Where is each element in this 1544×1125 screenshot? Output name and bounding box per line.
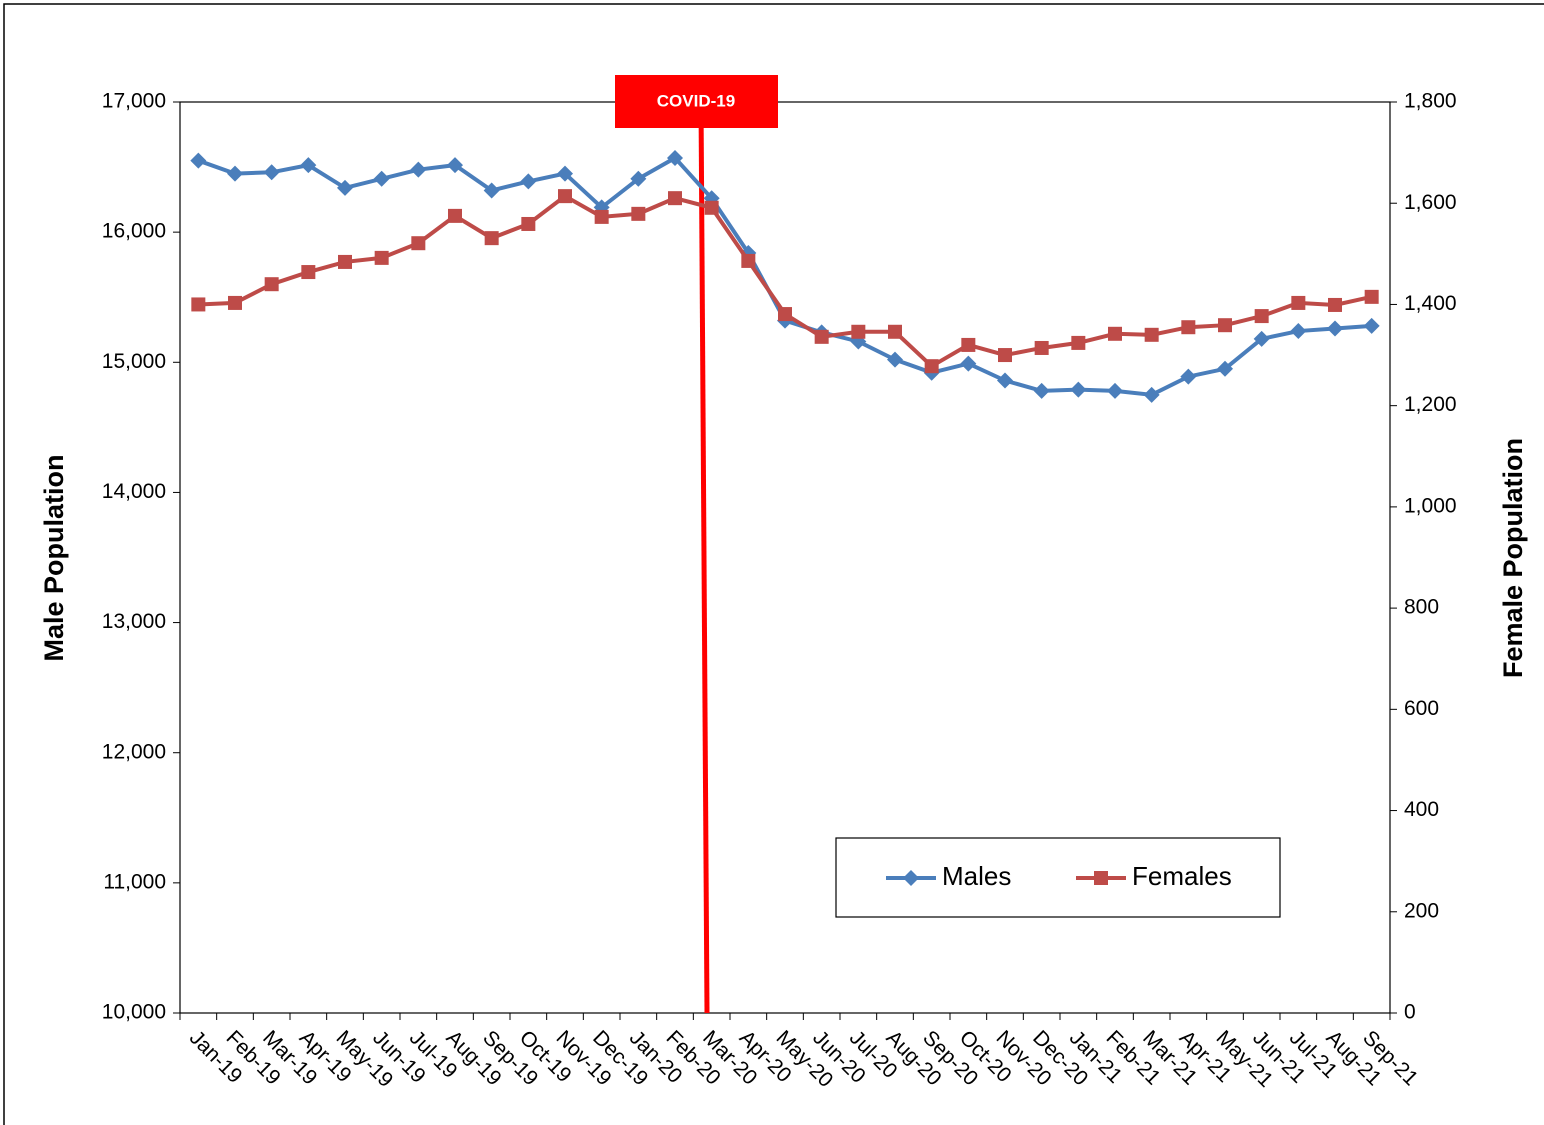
marker	[851, 324, 866, 339]
marker	[1180, 368, 1197, 385]
series-line	[198, 193, 1373, 369]
marker	[264, 277, 279, 292]
y-tick-label: 10,000	[102, 1001, 166, 1024]
marker	[263, 164, 280, 181]
y-tick-label: 17,000	[102, 90, 166, 113]
marker	[960, 355, 977, 372]
y2-tick-label: 600	[1404, 697, 1439, 720]
annotation: COVID-19	[657, 91, 735, 110]
marker	[668, 191, 682, 206]
marker	[630, 170, 647, 187]
marker	[483, 182, 500, 199]
y-axis-label: Male Population	[39, 454, 69, 661]
marker	[903, 870, 919, 886]
marker	[1290, 323, 1307, 340]
marker	[521, 216, 536, 231]
marker	[300, 157, 317, 174]
marker	[1364, 289, 1379, 304]
y2-tick-label: 1,800	[1404, 90, 1457, 113]
y-tick-label: 13,000	[102, 610, 166, 633]
marker	[814, 329, 829, 344]
marker	[1327, 320, 1343, 337]
y-tick-label: 15,000	[102, 350, 166, 373]
y-tick-label: 11,000	[103, 870, 166, 893]
marker	[1181, 320, 1196, 335]
marker	[1108, 326, 1122, 341]
marker	[1253, 330, 1270, 347]
marker	[1033, 382, 1050, 399]
marker	[557, 165, 573, 182]
marker	[740, 244, 757, 261]
marker	[1363, 317, 1380, 334]
legend-label: Females	[1132, 861, 1232, 891]
marker	[558, 189, 572, 204]
marker	[998, 348, 1012, 363]
annotation-box	[615, 75, 778, 128]
marker	[410, 161, 427, 178]
marker	[338, 254, 352, 269]
y2-axis-label: Female Population	[1498, 438, 1528, 678]
marker	[228, 295, 242, 310]
marker	[997, 372, 1013, 389]
marker	[1218, 318, 1232, 333]
marker	[374, 250, 389, 265]
y2-tick-label: 1,200	[1404, 393, 1457, 416]
y2-tick-label: 1,400	[1404, 292, 1457, 315]
marker	[227, 165, 243, 182]
marker	[888, 324, 902, 339]
marker	[1034, 340, 1049, 355]
marker	[484, 231, 499, 246]
marker	[1071, 335, 1086, 350]
y2-tick-label: 200	[1404, 899, 1439, 922]
marker	[191, 297, 206, 312]
marker	[594, 209, 609, 224]
frame	[3, 3, 1544, 1125]
plot-area	[179, 101, 1391, 1014]
y2-tick-label: 1,600	[1404, 191, 1457, 214]
y-tick-label: 16,000	[102, 220, 166, 243]
marker	[1254, 309, 1269, 324]
marker	[373, 170, 390, 187]
marker	[1143, 386, 1160, 403]
legend-label: Males	[942, 861, 1011, 891]
marker	[778, 307, 792, 322]
marker	[448, 208, 462, 223]
marker	[887, 351, 903, 368]
y2-tick-label: 0	[1404, 1001, 1416, 1024]
y2-tick-label: 1,000	[1404, 494, 1457, 517]
marker	[1217, 360, 1233, 377]
covid-line	[698, 101, 710, 1014]
marker	[411, 236, 426, 251]
marker	[961, 337, 976, 352]
marker	[704, 200, 719, 215]
marker	[1328, 297, 1342, 312]
series-line	[197, 155, 1372, 397]
marker	[1291, 295, 1306, 310]
marker	[1144, 327, 1159, 342]
y-tick-label: 12,000	[102, 740, 166, 763]
marker	[741, 253, 756, 268]
marker	[1070, 381, 1087, 398]
marker	[667, 149, 683, 166]
marker	[1094, 871, 1108, 885]
marker	[631, 206, 646, 221]
y2-tick-label: 800	[1404, 596, 1439, 619]
marker	[301, 265, 316, 280]
marker	[520, 173, 537, 190]
marker	[924, 359, 939, 374]
marker	[337, 179, 353, 196]
y2-tick-label: 400	[1404, 798, 1439, 821]
marker	[447, 157, 463, 174]
marker	[190, 152, 207, 169]
y-tick-label: 14,000	[102, 480, 166, 503]
marker	[1107, 382, 1123, 399]
